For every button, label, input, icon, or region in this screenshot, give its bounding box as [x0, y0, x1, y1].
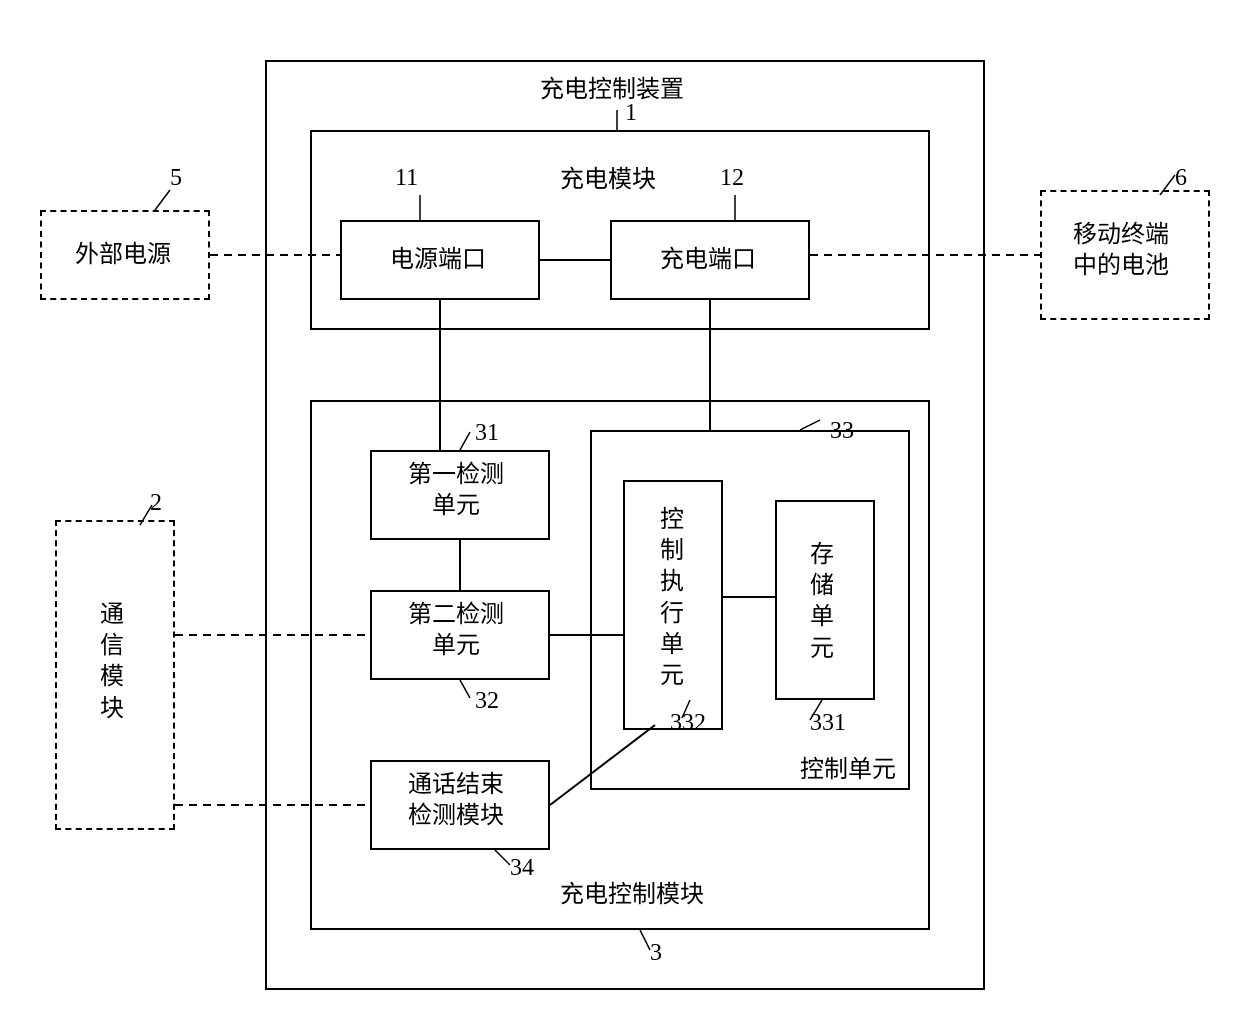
label-331: 存 储 单 元 — [810, 540, 834, 665]
num-5: 5 — [170, 165, 182, 192]
num-2: 2 — [150, 490, 162, 517]
label-332: 控 制 执 行 单 元 — [660, 505, 684, 692]
num-31: 31 — [475, 420, 499, 447]
label-6: 移动终端 中的电池 — [1073, 220, 1169, 282]
num-331: 331 — [810, 710, 846, 737]
num-1: 1 — [625, 100, 637, 127]
num-3: 3 — [650, 940, 662, 967]
control-unit-label: 控制单元 — [800, 755, 896, 786]
num-6: 6 — [1175, 165, 1187, 192]
label-5: 外部电源 — [75, 240, 171, 271]
label-31: 第一检测 单元 — [408, 460, 504, 522]
label-12: 充电端口 — [660, 245, 756, 276]
num-34: 34 — [510, 855, 534, 882]
num-33: 33 — [830, 418, 854, 445]
label-32: 第二检测 单元 — [408, 600, 504, 662]
module-1-label: 充电模块 — [560, 165, 656, 196]
num-332: 332 — [670, 710, 706, 737]
label-11: 电源端口 — [390, 245, 486, 276]
label-34: 通话结束 检测模块 — [408, 770, 504, 832]
num-12: 12 — [720, 165, 744, 192]
label-2: 通 信 模 块 — [100, 600, 124, 725]
module-3-label: 充电控制模块 — [560, 880, 704, 911]
title-label: 充电控制装置 — [540, 75, 684, 106]
num-32: 32 — [475, 688, 499, 715]
num-11: 11 — [395, 165, 418, 192]
diagram-canvas: 充电控制装置 充电模块 电源端口 充电端口 第一检测 单元 第二检测 单元 通话… — [0, 0, 1240, 1033]
